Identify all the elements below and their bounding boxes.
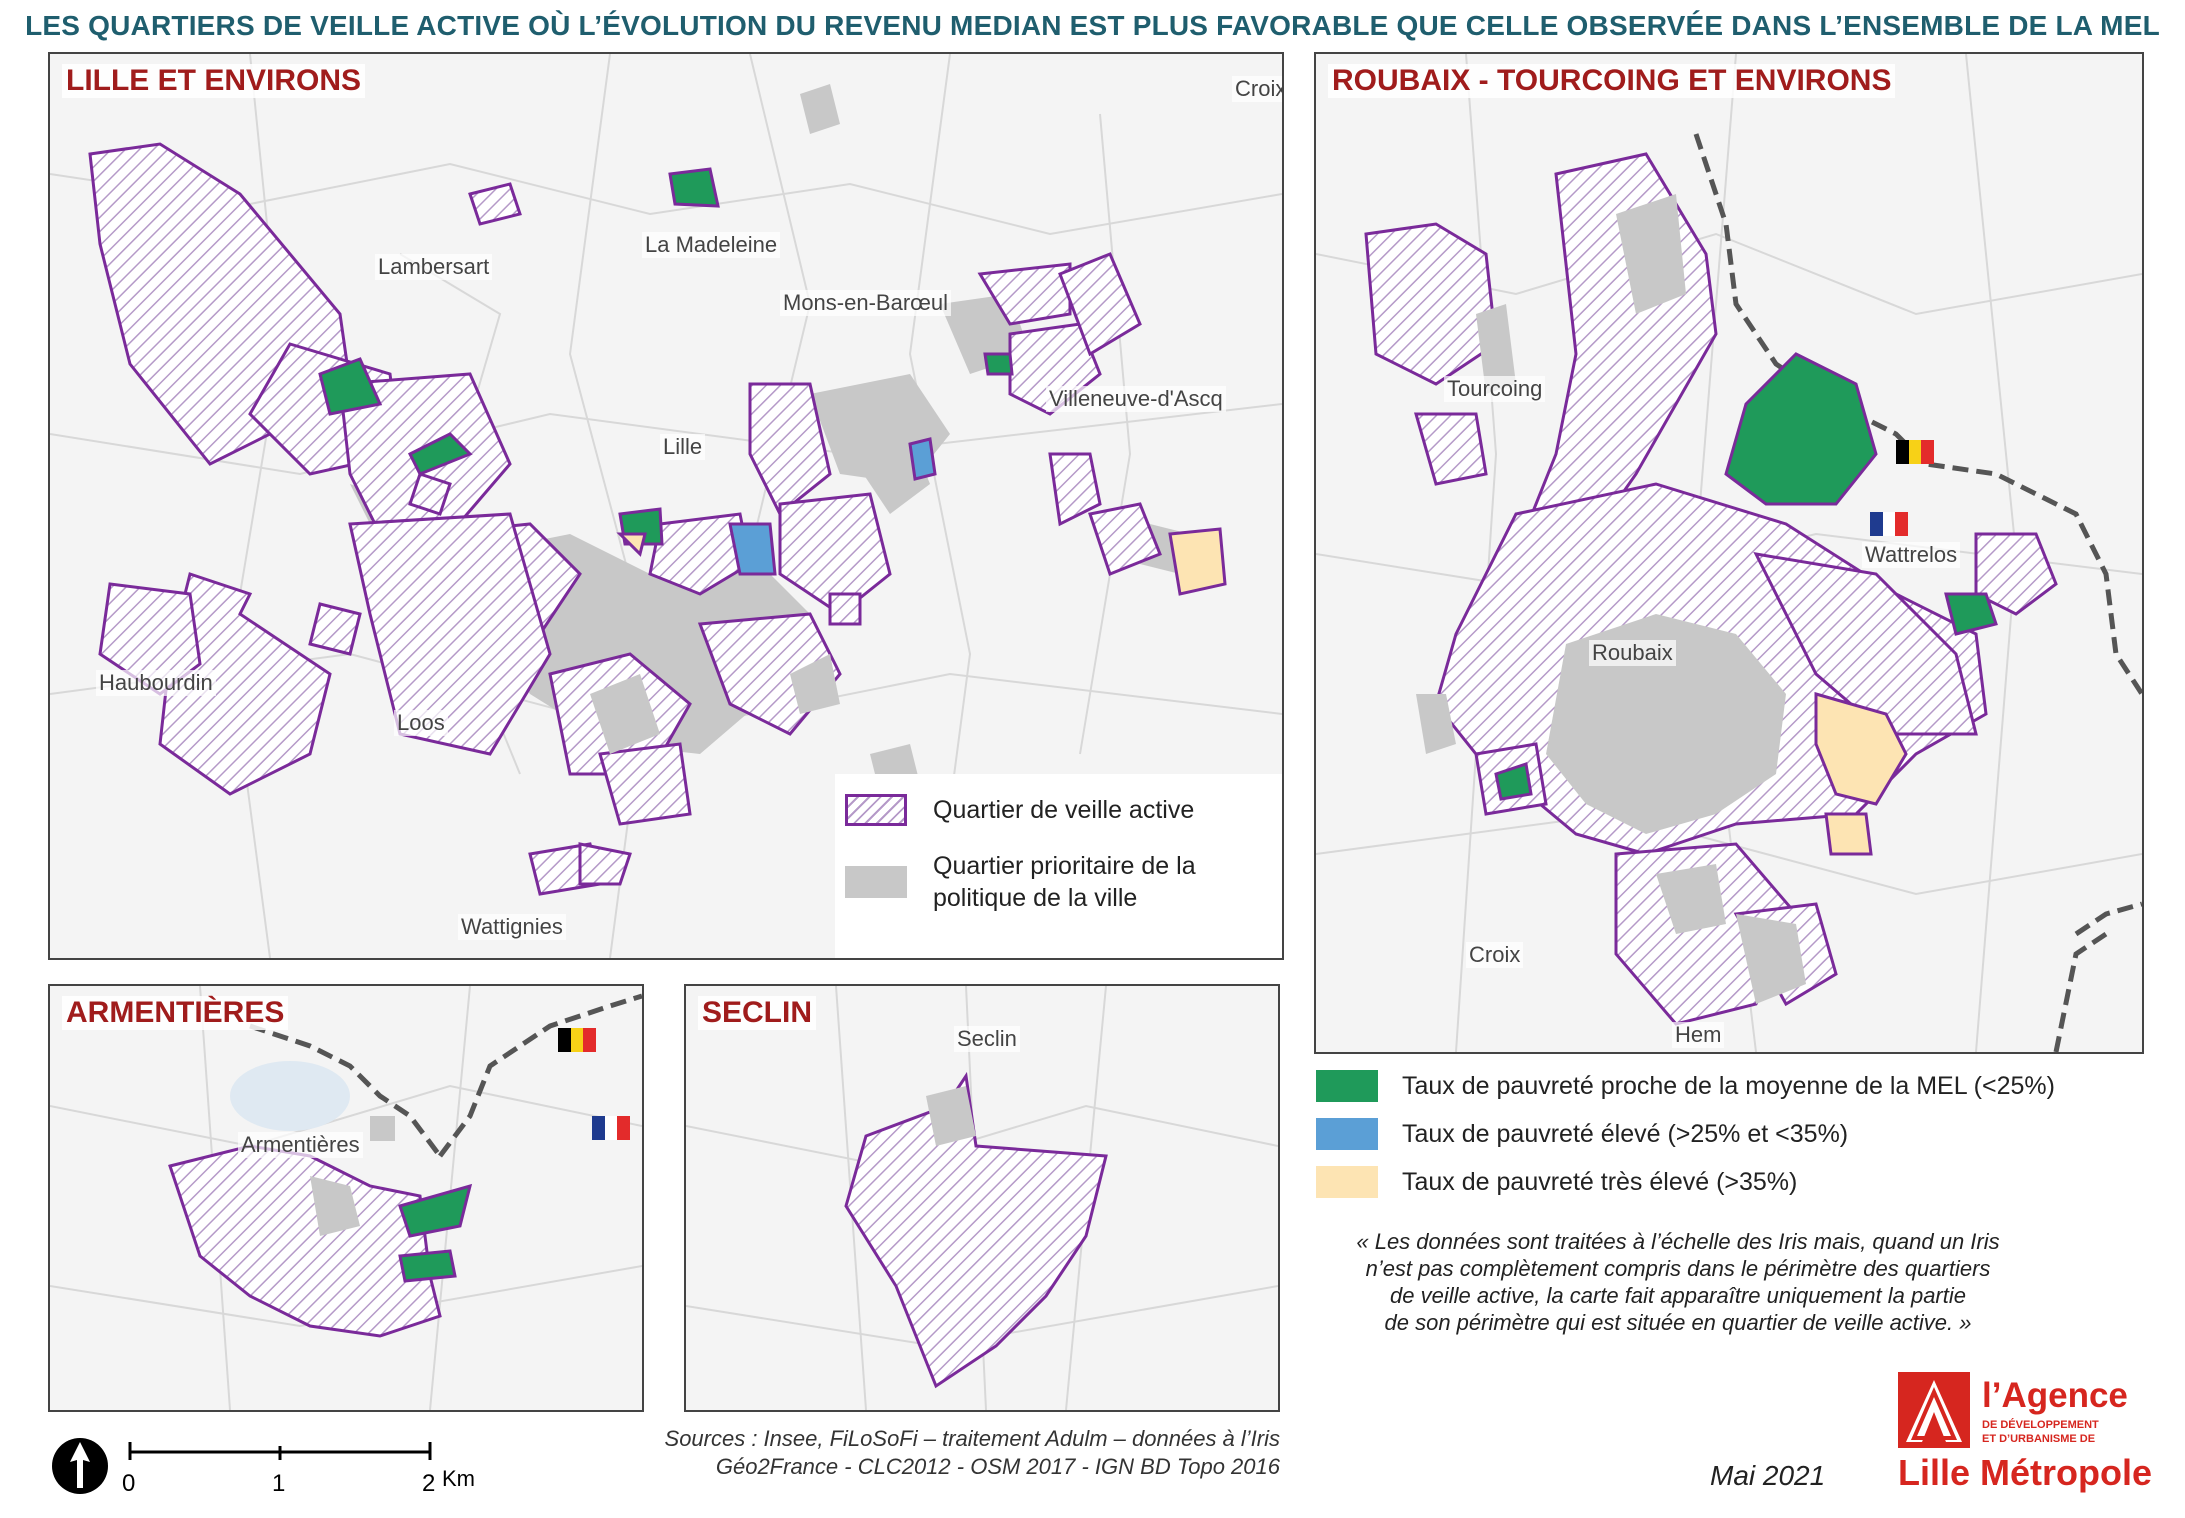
place-la-madeleine: La Madeleine — [642, 232, 781, 258]
legend-yellow: Taux de pauvreté très élevé (>35%) — [1402, 1168, 1798, 1196]
belgium-flag-icon — [558, 1028, 597, 1052]
legend-blue: Taux de pauvreté élevé (>25% et <35%) — [1402, 1120, 1849, 1148]
note-line1: « Les données sont traitées à l’échelle … — [1356, 1229, 2000, 1254]
place-roubaix: Roubaix — [1589, 640, 1676, 666]
place-croix: Croix — [1466, 942, 1524, 968]
place-mons-en-baroeul: Mons-en-Barœul — [780, 290, 952, 316]
agency-logo-icon — [1898, 1372, 1970, 1448]
panel-seclin[interactable]: SECLIN Seclin — [684, 984, 1280, 1412]
legend-prioritaire-line2: politique de la ville — [933, 884, 1138, 912]
belgium-flag-icon — [1896, 440, 1935, 464]
sources: Sources : Insee, FiLoSoFi – traitement A… — [560, 1425, 1280, 1481]
place-hem: Hem — [1672, 1022, 1725, 1048]
legend-swatch-prioritaire — [845, 866, 907, 898]
panel-roubaix[interactable]: ROUBAIX - TOURCOING ET ENVIRONS Tourcoin… — [1314, 52, 2144, 1054]
north-arrow-scale — [52, 1438, 432, 1494]
place-armentieres: Armentières — [238, 1132, 363, 1158]
panel-title-seclin: SECLIN — [698, 996, 817, 1030]
place-haubourdin: Haubourdin — [96, 670, 216, 696]
legend-swatch-green — [1316, 1070, 1378, 1102]
panel-lille[interactable]: LILLE ET ENVIRONS Lambersart La Madelein… — [48, 52, 1284, 960]
methodology-note: « Les données sont traitées à l’échelle … — [1318, 1228, 2038, 1336]
map-legend: Quartier de veille active Quartier prior… — [835, 774, 1282, 958]
place-wattrelos: Wattrelos — [1862, 542, 1961, 568]
sources-line1: Sources : Insee, FiLoSoFi – traitement A… — [664, 1426, 1280, 1451]
legend-prioritaire-line1: Quartier prioritaire de la — [933, 852, 1196, 880]
logo-line1: l’Agence — [1982, 1376, 2128, 1415]
agency-logo: l’Agence DE DÉVELOPPEMENT ET D’URBANISME… — [1898, 1372, 2153, 1498]
logo-line2b: ET D’URBANISME DE — [1982, 1433, 2096, 1445]
legend-veille: Quartier de veille active — [933, 796, 1195, 824]
place-wattignies: Wattignies — [458, 914, 566, 940]
scale-label-1: 1 — [272, 1470, 286, 1497]
legend-swatch-blue — [1316, 1118, 1378, 1150]
note-line4: de son périmètre qui est située en quart… — [1384, 1310, 1972, 1335]
place-villeneuve-dascq: Villeneuve-d'Ascq — [1046, 386, 1226, 412]
seclin-map[interactable] — [686, 986, 1278, 1410]
sources-line2: Géo2France - CLC2012 - OSM 2017 - IGN BD… — [715, 1454, 1280, 1479]
lille-map[interactable] — [50, 54, 1282, 958]
place-lambersart: Lambersart — [375, 254, 493, 280]
scale-unit: Km — [442, 1466, 475, 1491]
scale-label-0: 0 — [122, 1470, 136, 1497]
legend-swatch-veille — [845, 794, 907, 826]
france-flag-icon — [592, 1116, 631, 1140]
legend-green: Taux de pauvreté proche de la moyenne de… — [1402, 1072, 2055, 1100]
note-line2: n’est pas complètement compris dans le p… — [1365, 1256, 1991, 1281]
place-loos: Loos — [394, 710, 448, 736]
panel-armentieres[interactable]: ARMENTIÈRES Armentières — [48, 984, 644, 1412]
panel-title-lille: LILLE ET ENVIRONS — [62, 64, 366, 98]
scale-label-2: 2 — [422, 1470, 436, 1497]
legend-swatch-yellow — [1316, 1166, 1378, 1198]
date: Mai 2021 — [1710, 1460, 1826, 1491]
note-line3: de veille active, la carte fait apparaît… — [1390, 1283, 1966, 1308]
roubaix-map[interactable] — [1316, 54, 2142, 1052]
poverty-legend: Taux de pauvreté proche de la moyenne de… — [1316, 1070, 2136, 1220]
scale-bar: 0 1 2 Km — [50, 1430, 475, 1505]
place-tourcoing: Tourcoing — [1444, 376, 1546, 402]
panel-title-armentieres: ARMENTIÈRES — [62, 996, 289, 1030]
logo-line3: Lille Métropole — [1898, 1452, 2153, 1493]
logo-line2a: DE DÉVELOPPEMENT — [1982, 1419, 2099, 1431]
map-title: LES QUARTIERS DE VEILLE ACTIVE OÙ L’ÉVOL… — [25, 10, 2160, 41]
place-croix-lille: Croix — [1232, 76, 1282, 102]
place-lille: Lille — [660, 434, 706, 460]
france-flag-icon — [1870, 512, 1909, 536]
armentieres-map[interactable] — [50, 986, 642, 1410]
panel-title-roubaix: ROUBAIX - TOURCOING ET ENVIRONS — [1328, 64, 1896, 98]
place-seclin: Seclin — [954, 1026, 1020, 1052]
